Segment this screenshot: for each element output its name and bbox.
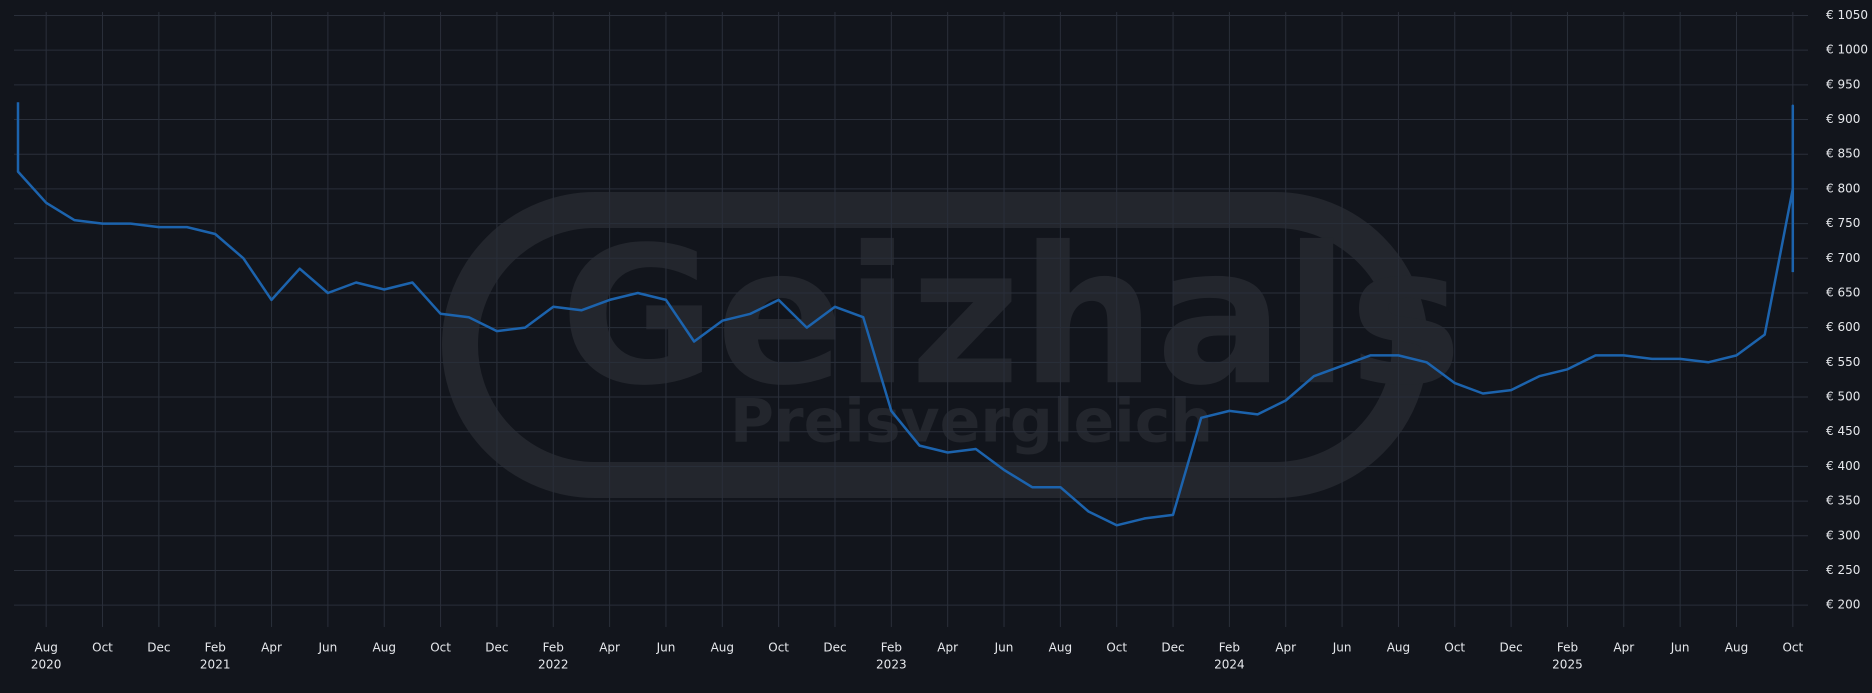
x-tick-label: Feb — [1219, 641, 1240, 655]
x-tick-label: Aug — [34, 641, 57, 655]
x-tick-label: Oct — [1444, 641, 1465, 655]
x-tick-label: Apr — [1275, 641, 1296, 655]
y-tick-label: € 1050 — [1826, 8, 1868, 22]
x-tick-label: Jun — [318, 641, 338, 655]
x-tick-label: Apr — [599, 641, 620, 655]
y-tick-label: € 200 — [1826, 598, 1860, 612]
y-tick-label: € 750 — [1826, 216, 1860, 230]
x-tick-label: Apr — [937, 641, 958, 655]
x-tick-label: Oct — [92, 641, 113, 655]
x-tick-label: Oct — [1782, 641, 1803, 655]
y-tick-label: € 800 — [1826, 181, 1860, 195]
x-year-label: 2024 — [1214, 658, 1245, 672]
x-year-label: 2023 — [876, 658, 907, 672]
x-tick-label: Dec — [823, 641, 846, 655]
x-tick-label: Aug — [1725, 641, 1748, 655]
y-tick-label: € 900 — [1826, 112, 1860, 126]
y-tick-label: € 600 — [1826, 320, 1860, 334]
watermark-frame — [442, 192, 1428, 498]
x-tick-label: Jun — [656, 641, 676, 655]
x-tick-label: Apr — [261, 641, 282, 655]
x-tick-label: Dec — [147, 641, 170, 655]
y-tick-label: € 1000 — [1826, 43, 1868, 57]
x-tick-label: Jun — [1670, 641, 1690, 655]
y-tick-label: € 400 — [1826, 459, 1860, 473]
y-tick-label: € 300 — [1826, 528, 1860, 542]
x-tick-label: Aug — [1049, 641, 1072, 655]
x-year-label: 2021 — [200, 658, 231, 672]
y-tick-label: € 950 — [1826, 77, 1860, 91]
x-tick-label: Oct — [768, 641, 789, 655]
y-tick-label: € 850 — [1826, 147, 1860, 161]
y-tick-label: € 450 — [1826, 424, 1860, 438]
y-tick-label: € 350 — [1826, 494, 1860, 508]
y-tick-label: € 650 — [1826, 285, 1860, 299]
x-tick-label: Feb — [1557, 641, 1578, 655]
x-tick-label: Jun — [1332, 641, 1352, 655]
watermark: Geizhals Preisvergleich — [442, 192, 1462, 498]
watermark-subtitle: Preisvergleich — [730, 387, 1213, 457]
x-tick-label: Oct — [1106, 641, 1127, 655]
y-tick-label: € 700 — [1826, 251, 1860, 265]
x-tick-label: Dec — [485, 641, 508, 655]
y-tick-label: € 500 — [1826, 390, 1860, 404]
x-tick-label: Dec — [1499, 641, 1522, 655]
price-line — [16, 102, 1795, 527]
x-tick-label: Feb — [881, 641, 902, 655]
x-tick-label: Feb — [543, 641, 564, 655]
x-tick-label: Feb — [205, 641, 226, 655]
x-tick-label: Aug — [1387, 641, 1410, 655]
x-tick-label: Dec — [1161, 641, 1184, 655]
x-year-label: 2020 — [31, 658, 62, 672]
y-tick-label: € 250 — [1826, 563, 1860, 577]
x-tick-label: Jun — [994, 641, 1014, 655]
watermark-title: Geizhals — [560, 206, 1462, 427]
x-year-label: 2025 — [1552, 658, 1583, 672]
x-tick-label: Apr — [1613, 641, 1634, 655]
x-year-label: 2022 — [538, 658, 569, 672]
x-tick-label: Oct — [430, 641, 451, 655]
x-tick-label: Aug — [373, 641, 396, 655]
x-tick-label: Aug — [711, 641, 734, 655]
y-tick-label: € 550 — [1826, 355, 1860, 369]
